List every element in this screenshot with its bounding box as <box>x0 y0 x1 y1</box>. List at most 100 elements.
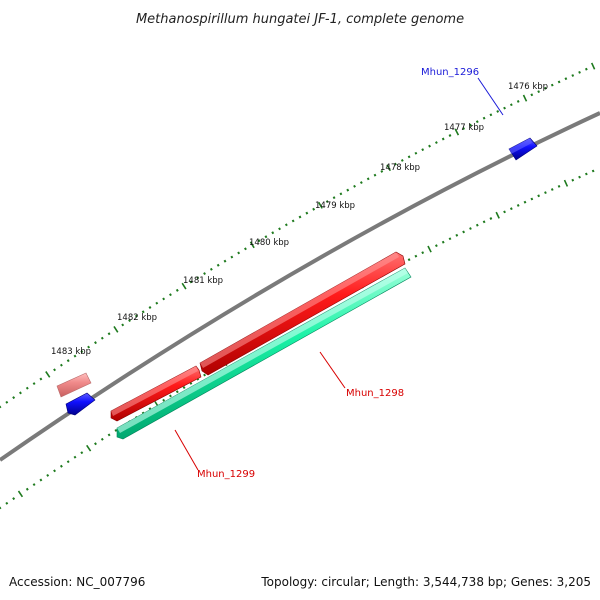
minor-tick <box>571 74 575 77</box>
minor-tick <box>516 203 520 207</box>
minor-tick <box>475 223 479 227</box>
minor-tick <box>46 473 50 477</box>
minor-tick <box>523 200 527 204</box>
genome-backbone <box>0 111 600 462</box>
minor-tick <box>550 83 554 87</box>
minor-tick <box>448 134 452 137</box>
minor-tick <box>578 70 581 74</box>
major-tick <box>86 444 92 452</box>
minor-tick <box>496 110 500 113</box>
gene-label-mhun-1296[interactable]: Mhun_1296 <box>421 67 479 78</box>
minor-tick <box>230 255 234 259</box>
minor-tick <box>5 400 9 404</box>
minor-tick <box>312 207 316 211</box>
major-tick <box>45 371 51 378</box>
minor-tick <box>189 280 193 284</box>
minor-tick <box>530 93 534 97</box>
feature-blue-left[interactable] <box>65 392 96 416</box>
minor-tick <box>373 173 377 177</box>
minor-tick <box>537 194 541 198</box>
genome-summary-text: Topology: circular; Length: 3,544,738 bp… <box>260 575 591 589</box>
minor-tick <box>121 323 125 327</box>
minor-tick <box>435 244 438 248</box>
major-tick <box>563 179 569 187</box>
minor-tick <box>469 227 472 230</box>
minor-tick <box>571 178 575 182</box>
minor-tick <box>271 231 275 235</box>
minor-tick <box>414 254 418 258</box>
major-tick <box>17 490 24 498</box>
minor-tick <box>441 137 445 141</box>
minor-tick <box>53 368 57 372</box>
minor-tick <box>441 240 445 244</box>
minor-tick <box>503 210 506 214</box>
minor-tick <box>489 113 493 117</box>
minor-tick <box>584 67 588 71</box>
minor-tick <box>462 127 465 130</box>
minor-tick <box>169 394 172 398</box>
tick-label: 1479 kbp <box>315 201 355 211</box>
major-tick <box>386 164 392 172</box>
major-tick <box>427 245 432 253</box>
minor-tick <box>455 233 459 237</box>
leader-line-mhun-1299 <box>174 429 199 471</box>
minor-tick <box>550 188 554 191</box>
outer-tick-track <box>0 62 596 409</box>
feature-green-reverse[interactable] <box>116 267 412 440</box>
gene-label-mhun-1299[interactable]: Mhun_1299 <box>197 469 255 480</box>
minor-tick <box>509 103 513 107</box>
minor-tick <box>196 276 200 280</box>
minor-tick <box>584 172 588 176</box>
minor-tick <box>134 314 138 318</box>
major-tick <box>454 128 460 136</box>
tick-label: 1478 kbp <box>380 163 420 173</box>
minor-tick <box>359 181 363 185</box>
tick-label: 1476 kbp <box>508 82 548 92</box>
minor-tick <box>5 501 9 505</box>
minor-tick <box>544 86 547 90</box>
minor-tick <box>557 80 561 84</box>
minor-tick <box>107 433 111 437</box>
minor-tick <box>141 310 145 314</box>
minor-tick <box>407 155 411 159</box>
minor-tick <box>346 188 350 192</box>
minor-tick <box>39 377 43 381</box>
tick-label: 1483 kbp <box>51 347 91 357</box>
minor-tick <box>162 398 166 402</box>
minor-tick <box>53 469 57 473</box>
map-title: Methanospirillum hungatei JF-1, complete… <box>136 12 464 27</box>
tick-label: 1481 kbp <box>183 276 223 286</box>
minor-tick <box>516 99 520 103</box>
minor-tick <box>394 162 397 166</box>
minor-tick <box>325 200 329 204</box>
feature-red-long[interactable] <box>199 251 406 376</box>
minor-tick <box>94 341 97 345</box>
minor-tick <box>80 350 84 354</box>
minor-tick <box>564 77 568 81</box>
minor-tick <box>12 396 16 400</box>
minor-tick <box>503 106 506 110</box>
feature-red-short[interactable] <box>110 365 202 422</box>
minor-tick <box>59 464 63 468</box>
minor-tick <box>489 217 493 220</box>
feature-faded-left[interactable] <box>56 372 92 398</box>
minor-tick <box>203 272 206 276</box>
minor-tick <box>264 235 268 239</box>
minor-tick <box>475 120 479 124</box>
major-tick <box>318 201 323 209</box>
gene-label-mhun-1298[interactable]: Mhun_1298 <box>346 388 404 399</box>
major-tick <box>495 211 500 219</box>
minor-tick <box>414 151 418 155</box>
minor-tick <box>223 259 227 263</box>
minor-tick <box>25 386 29 390</box>
minor-tick <box>284 223 288 227</box>
minor-tick <box>182 386 186 390</box>
minor-tick <box>469 123 472 127</box>
feature-mhun-1296[interactable] <box>508 137 538 161</box>
minor-tick <box>0 405 2 409</box>
minor-tick <box>32 483 36 487</box>
tick-labels: 1476 kbp 1477 kbp 1478 kbp 1479 kbp 1480… <box>51 82 548 357</box>
minor-tick <box>482 220 486 224</box>
minor-tick <box>66 460 70 464</box>
